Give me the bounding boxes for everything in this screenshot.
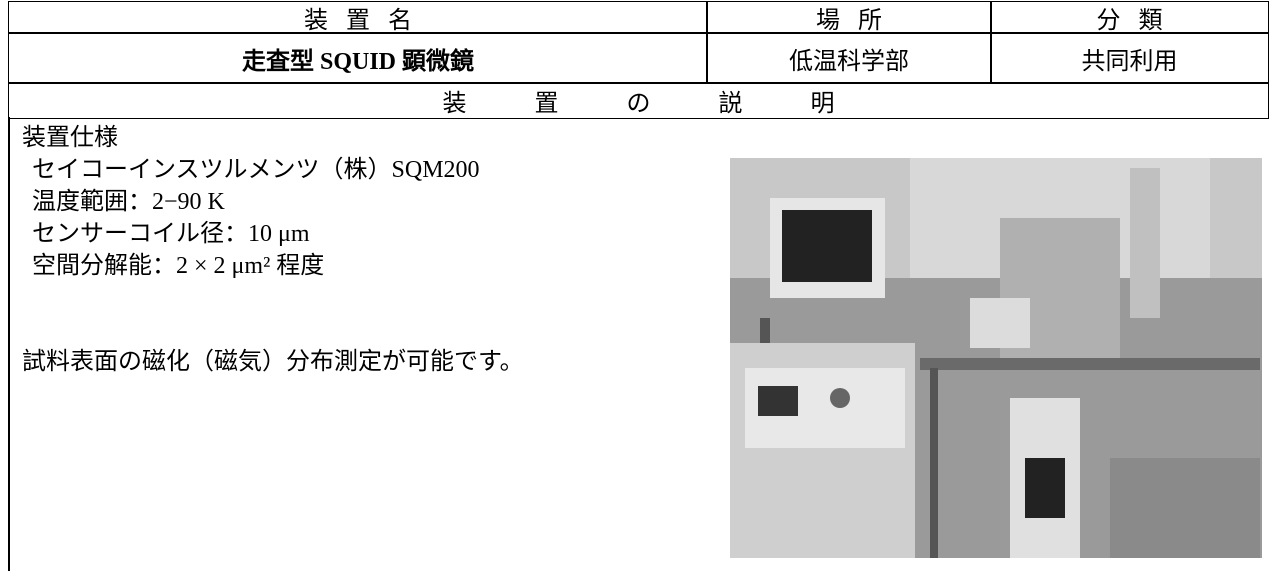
spec-line: セイコーインスツルメンツ（株）SQM200 — [32, 157, 480, 183]
header-cell: 分 類 — [990, 1, 1269, 34]
header-cell: 装 置 名 — [8, 1, 708, 34]
description-header: 装 置 の 説 明 — [8, 82, 1269, 119]
header-cell: 場 所 — [706, 1, 992, 34]
description: 装置仕様 セイコーインスツルメンツ（株）SQM200 温度範囲：2−90 K セ… — [22, 122, 524, 378]
device-category: 共同利用 — [990, 32, 1269, 84]
left-border — [8, 117, 10, 571]
spec-line: 空間分解能：2 × 2 μm² 程度 — [32, 253, 325, 279]
device-location: 低温科学部 — [706, 32, 992, 84]
spec-heading: 装置仕様 — [22, 125, 118, 151]
spec-line: センサーコイル径：10 μm — [32, 221, 310, 247]
device-photo — [730, 158, 1262, 558]
summary: 試料表面の磁化（磁気）分布測定が可能です。 — [22, 349, 524, 375]
spec-line: 温度範囲：2−90 K — [32, 189, 225, 215]
device-name: 走査型 SQUID 顕微鏡 — [8, 32, 708, 84]
